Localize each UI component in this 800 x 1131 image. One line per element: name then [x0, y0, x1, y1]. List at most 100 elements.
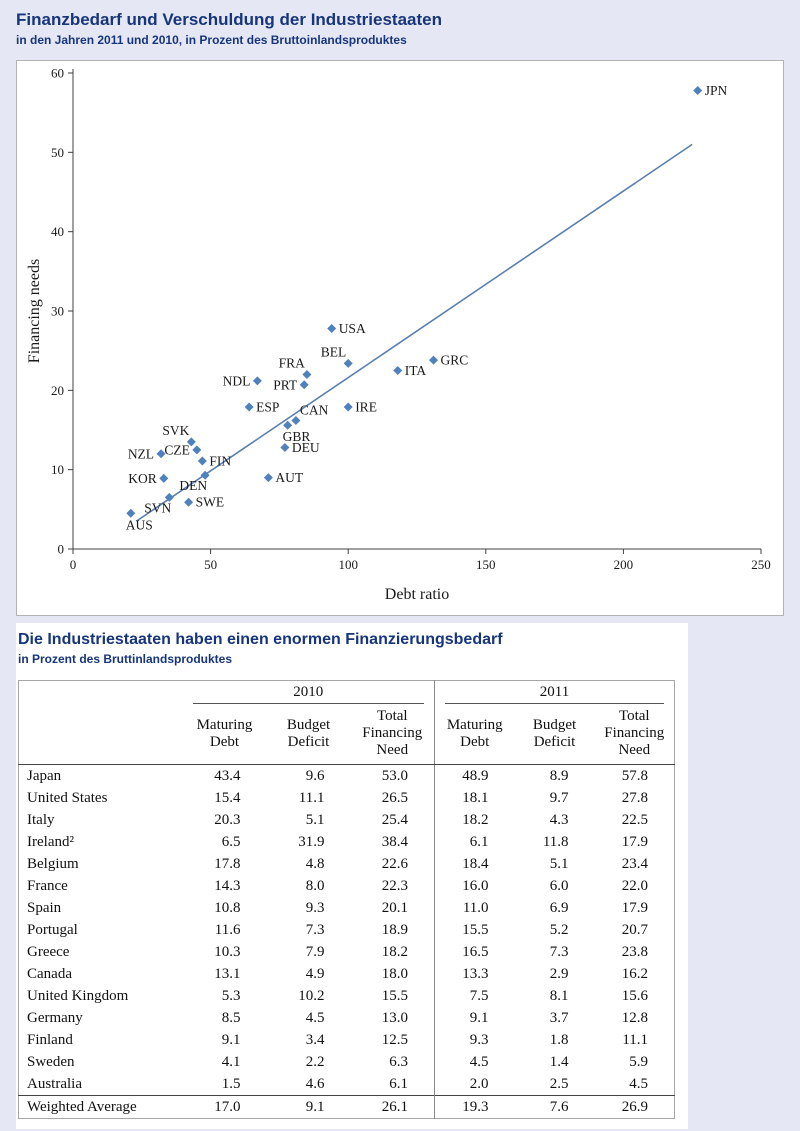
value-cell: 9.3	[434, 1029, 515, 1051]
value-cell: 18.1	[434, 787, 515, 809]
value-cell: 6.3	[389, 1053, 409, 1070]
value-cell: 4.9	[305, 965, 325, 982]
value-cell: 18.9	[381, 921, 409, 938]
value-cell: 2.2	[305, 1053, 325, 1070]
value-cell: 11.1	[622, 1031, 649, 1048]
value-cell: 8.0	[305, 877, 325, 894]
year-header-row: 2010 2011	[19, 680, 675, 704]
country-cell: Greece	[27, 943, 70, 960]
value-cell: 8.5	[221, 1009, 241, 1026]
svg-text:SVN: SVN	[144, 500, 171, 515]
table-row: Germany 8.5 4.5 13.0 9.1 3.7 12.8	[19, 1007, 675, 1029]
value-cell: 4.5	[434, 1051, 515, 1073]
value-cell: 10.2	[298, 987, 325, 1004]
value-cell: 9.1	[221, 1031, 241, 1048]
svg-text:NDL: NDL	[223, 373, 251, 388]
table-row: France 14.3 8.0 22.3 16.0 6.0 22.0	[19, 875, 675, 897]
value-cell: 18.2	[381, 943, 409, 960]
svg-text:SVK: SVK	[162, 423, 189, 438]
value-cell: 26.9	[594, 1095, 675, 1119]
svg-text:ESP: ESP	[256, 399, 279, 414]
svg-text:USA: USA	[339, 321, 366, 336]
svg-text:JPN: JPN	[705, 83, 728, 98]
svg-text:Debt ratio: Debt ratio	[385, 586, 449, 603]
svg-text:DEN: DEN	[179, 478, 207, 493]
country-cell: Spain	[27, 899, 62, 916]
value-cell: 53.0	[381, 767, 409, 784]
country-column-header	[18, 704, 183, 765]
value-cell: 13.3	[434, 963, 515, 985]
value-cell: 18.2	[434, 809, 515, 831]
value-cell: 23.8	[621, 943, 649, 960]
country-cell: Belgium	[27, 855, 79, 872]
table-row: Japan 43.4 9.6 53.0 48.9 8.9 57.8	[19, 764, 675, 787]
value-cell: 15.4	[214, 789, 241, 806]
value-cell: 9.1	[434, 1007, 515, 1029]
value-cell: 9.1	[266, 1095, 351, 1119]
svg-text:FIN: FIN	[209, 453, 231, 468]
value-cell: 13.0	[381, 1009, 409, 1026]
col-maturing-debt-2011: Maturing Debt	[434, 704, 515, 765]
value-cell: 3.7	[549, 1009, 569, 1026]
svg-text:150: 150	[476, 557, 496, 572]
table-row: Portugal 11.6 7.3 18.9 15.5 5.2 20.7	[19, 919, 675, 941]
value-cell: 38.4	[381, 833, 409, 850]
value-cell: 6.5	[221, 833, 241, 850]
value-cell: 5.9	[629, 1053, 649, 1070]
value-cell: 17.9	[621, 899, 649, 916]
value-cell: 23.4	[621, 855, 649, 872]
table-row: United States 15.4 11.1 26.5 18.1 9.7 27.8	[19, 787, 675, 809]
svg-text:GBR: GBR	[283, 429, 311, 444]
value-cell: 4.8	[305, 855, 325, 872]
country-cell: Australia	[27, 1075, 82, 1092]
value-cell: 2.5	[549, 1075, 569, 1092]
value-cell: 1.8	[549, 1031, 569, 1048]
value-cell: 2.0	[434, 1073, 515, 1096]
table-row: United Kingdom 5.3 10.2 15.5 7.5 8.1 15.6	[19, 985, 675, 1007]
value-cell: 5.1	[549, 855, 569, 872]
year-2011-label: 2011	[445, 683, 665, 704]
value-cell: 14.3	[214, 877, 241, 894]
svg-text:ITA: ITA	[405, 363, 427, 378]
value-cell: 10.8	[214, 899, 241, 916]
value-cell: 15.5	[434, 919, 515, 941]
country-cell: Germany	[27, 1009, 83, 1026]
svg-text:20: 20	[51, 383, 64, 398]
financing-table: 2010 2011 Maturing Debt Budget Deficit T…	[18, 680, 676, 1119]
table-row: Ireland² 6.5 31.9 38.4 6.1 11.8 17.9	[19, 831, 675, 853]
value-cell: 22.0	[621, 877, 649, 894]
svg-text:DEU: DEU	[292, 440, 320, 455]
svg-text:GRC: GRC	[441, 353, 469, 368]
svg-text:0: 0	[70, 557, 77, 572]
svg-text:200: 200	[614, 557, 634, 572]
svg-text:Financing needs: Financing needs	[26, 259, 43, 363]
value-cell: 11.1	[298, 789, 325, 806]
value-cell: 17.9	[621, 833, 649, 850]
table-row: Sweden 4.1 2.2 6.3 4.5 1.4 5.9	[19, 1051, 675, 1073]
table-row: Canada 13.1 4.9 18.0 13.3 2.9 16.2	[19, 963, 675, 985]
value-cell: 20.1	[381, 899, 409, 916]
value-cell: 9.3	[305, 899, 325, 916]
country-cell: Weighted Average	[18, 1095, 183, 1119]
value-cell: 10.3	[214, 943, 241, 960]
value-cell: 22.6	[381, 855, 409, 872]
value-cell: 2.9	[549, 965, 569, 982]
value-cell: 7.5	[434, 985, 515, 1007]
svg-text:PRT: PRT	[273, 377, 298, 392]
scatter-plot: 0 10 20 30 40 50 60 0 50 100 150 200 250 JPN USA GRC BEL…	[26, 66, 771, 604]
top-header: Finanzbedarf und Verschuldung der Indust…	[0, 0, 800, 48]
value-cell: 12.5	[381, 1031, 409, 1048]
country-cell: Ireland²	[27, 833, 74, 850]
svg-text:SWE: SWE	[196, 495, 225, 510]
value-cell: 9.6	[305, 767, 325, 784]
value-cell: 11.8	[542, 833, 569, 850]
value-cell: 20.3	[214, 811, 241, 828]
svg-text:CZE: CZE	[164, 442, 190, 457]
table-panel: Die Industriestaaten haben einen enormen…	[16, 623, 688, 1129]
scatter-chart-panel: 0 10 20 30 40 50 60 0 50 100 150 200 250 JPN USA GRC BEL…	[16, 60, 784, 616]
svg-text:AUT: AUT	[275, 470, 303, 485]
value-cell: 8.1	[549, 987, 569, 1004]
col-budget-deficit-2010: Budget Deficit	[266, 704, 351, 765]
year-2010-header: 2010	[183, 681, 435, 704]
value-cell: 6.0	[549, 877, 569, 894]
